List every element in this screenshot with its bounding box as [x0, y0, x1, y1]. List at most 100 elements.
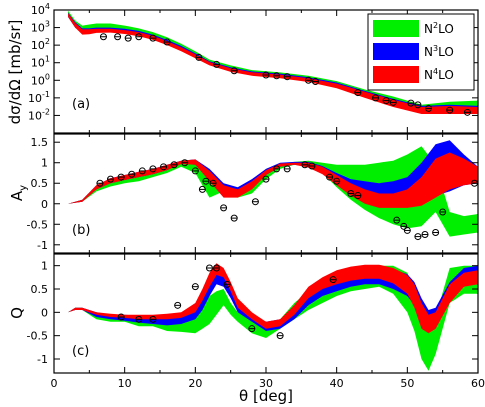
data-point	[273, 72, 281, 80]
data-point	[209, 179, 217, 187]
panel-a-tag: (a)	[72, 97, 90, 112]
y-tick-label: 102	[31, 37, 50, 52]
legend-swatch	[373, 43, 419, 60]
data-point	[205, 264, 213, 272]
data-point	[163, 38, 171, 46]
y-tick-label: 0.5	[31, 177, 49, 190]
y-tick-label: 1	[41, 157, 48, 170]
data-point	[195, 53, 203, 61]
y-tick-label: 100	[31, 72, 50, 87]
y-tick-label: 101	[31, 55, 50, 70]
panel-b-tag: (b)	[72, 223, 90, 238]
data-point	[382, 97, 390, 105]
panel-c-ticks: 0 10 20 30 40 50 60 -1 -0.5 0 0.5 1	[27, 254, 485, 390]
data-point	[439, 208, 447, 216]
data-point	[403, 226, 411, 234]
legend-label: N4LO	[424, 67, 454, 82]
panel-a-data-points	[99, 33, 471, 116]
data-point	[463, 108, 471, 116]
data-point	[135, 315, 143, 323]
data-point	[220, 204, 228, 212]
y-tick-label: 1	[41, 260, 48, 273]
data-point	[347, 190, 355, 197]
data-point	[389, 98, 397, 106]
legend-swatch	[373, 20, 419, 37]
panel-b-bands	[54, 140, 478, 237]
data-point	[333, 177, 341, 185]
y-tick-label: 1.5	[31, 136, 49, 149]
data-point	[138, 167, 146, 175]
data-point	[149, 34, 157, 42]
data-point	[273, 165, 281, 173]
data-point	[96, 179, 104, 187]
legend-label: N3LO	[424, 44, 454, 59]
x-tick-label: 0	[51, 377, 58, 390]
band-n4lo	[54, 152, 478, 208]
data-point	[149, 165, 157, 173]
y-tick-label: 10-1	[28, 90, 50, 105]
legend-label: N2LO	[424, 21, 454, 36]
data-point	[114, 33, 122, 41]
data-point	[329, 276, 337, 284]
x-axis-label: θ [deg]	[239, 387, 293, 405]
data-point	[354, 192, 362, 200]
panel-b-ylabel-sub: y	[18, 185, 29, 191]
data-point	[198, 185, 206, 193]
panel-b-ylabel: Ay	[8, 185, 29, 201]
y-tick-label: -0.5	[27, 330, 48, 343]
panel-c-tag: (c)	[72, 344, 89, 359]
data-point	[230, 214, 238, 222]
band-n4lo	[54, 263, 478, 334]
y-tick-label: 10-2	[28, 107, 50, 122]
panel-c-bands	[54, 263, 478, 371]
panel-c: 0 10 20 30 40 50 60 -1 -0.5 0 0.5 1 Q (c) θ [deg]	[8, 253, 485, 405]
band-n3lo	[54, 265, 478, 331]
panel-a-ylabel: dσ/dΩ [mb/sr]	[6, 20, 24, 125]
data-point	[446, 106, 454, 114]
data-point	[421, 231, 429, 239]
legend-swatch	[373, 66, 419, 83]
x-tick-label: 60	[471, 377, 485, 390]
data-point	[117, 313, 125, 321]
panel-b-data-points	[96, 159, 478, 241]
y-tick-label: 0	[41, 198, 48, 211]
data-point	[230, 67, 238, 75]
data-point	[170, 161, 178, 169]
y-tick-label: 0.5	[31, 283, 49, 296]
data-point	[414, 233, 422, 241]
data-point	[160, 163, 168, 171]
data-point	[117, 173, 125, 181]
data-point	[354, 89, 362, 97]
y-tick-label: -0.5	[27, 218, 48, 231]
y-tick-label: 103	[31, 20, 50, 35]
panel-c-data-points	[117, 264, 337, 340]
y-tick-label: 104	[31, 2, 50, 17]
data-point	[191, 167, 199, 175]
data-point	[308, 162, 316, 170]
x-tick-label: 20	[188, 377, 202, 390]
legend: N2LO N3LO N4LO	[367, 13, 475, 91]
data-point	[99, 33, 107, 41]
data-point	[400, 222, 408, 230]
data-point	[393, 216, 401, 224]
y-tick-label: 0	[41, 306, 48, 319]
data-point	[414, 101, 422, 109]
data-point	[191, 283, 199, 291]
data-point	[283, 73, 291, 81]
data-point	[262, 175, 270, 183]
panel-b-ylabel-main: A	[8, 190, 26, 201]
data-point	[407, 99, 415, 107]
x-tick-label: 10	[118, 377, 132, 390]
data-point	[128, 170, 136, 178]
x-tick-label: 30	[259, 377, 273, 390]
data-point	[311, 78, 319, 86]
data-point	[251, 198, 259, 206]
panel-b-ticks: -1 -0.5 0 0.5 1 1.5	[27, 134, 479, 253]
data-point	[372, 94, 380, 102]
data-point	[181, 159, 189, 167]
data-point	[223, 280, 231, 288]
x-tick-label: 40	[330, 377, 344, 390]
data-point	[425, 104, 433, 112]
y-tick-label: -1	[37, 353, 48, 366]
